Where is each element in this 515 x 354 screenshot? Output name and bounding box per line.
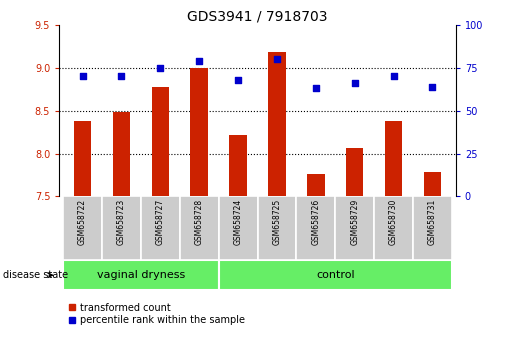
Text: GSM658725: GSM658725 [272, 199, 281, 245]
Text: GSM658722: GSM658722 [78, 199, 87, 245]
Text: control: control [316, 270, 354, 280]
Text: GSM658727: GSM658727 [156, 199, 165, 245]
Bar [335, 196, 374, 260]
Point [351, 80, 359, 86]
Text: GSM658726: GSM658726 [311, 199, 320, 245]
Bar [424, 172, 441, 196]
Bar [102, 196, 141, 260]
Bar [413, 196, 452, 260]
Bar [229, 135, 247, 196]
Text: disease state: disease state [3, 270, 67, 280]
Text: GSM658728: GSM658728 [195, 199, 204, 245]
Point [117, 74, 126, 79]
Point [78, 74, 87, 79]
Bar [219, 260, 452, 290]
Bar [296, 196, 335, 260]
Point [156, 65, 164, 70]
Point [234, 77, 242, 82]
Point [428, 84, 437, 90]
Text: GSM658723: GSM658723 [117, 199, 126, 245]
Bar [219, 196, 258, 260]
Bar [307, 174, 324, 196]
Bar [63, 260, 219, 290]
Bar [346, 148, 364, 196]
Bar [141, 196, 180, 260]
Text: GSM658730: GSM658730 [389, 199, 398, 245]
Bar [385, 121, 402, 196]
Title: GDS3941 / 7918703: GDS3941 / 7918703 [187, 10, 328, 24]
Point [389, 74, 398, 79]
Text: GSM658724: GSM658724 [234, 199, 243, 245]
Bar [258, 196, 296, 260]
Bar [191, 68, 208, 196]
Bar [74, 121, 91, 196]
Point [273, 56, 281, 62]
Bar [113, 112, 130, 196]
Bar [268, 52, 286, 196]
Bar [180, 196, 219, 260]
Text: GSM658729: GSM658729 [350, 199, 359, 245]
Bar [374, 196, 413, 260]
Bar [151, 87, 169, 196]
Text: GSM658731: GSM658731 [428, 199, 437, 245]
Bar [63, 196, 102, 260]
Point [312, 85, 320, 91]
Text: vaginal dryness: vaginal dryness [97, 270, 185, 280]
Legend: transformed count, percentile rank within the sample: transformed count, percentile rank withi… [64, 299, 249, 329]
Point [195, 58, 203, 64]
